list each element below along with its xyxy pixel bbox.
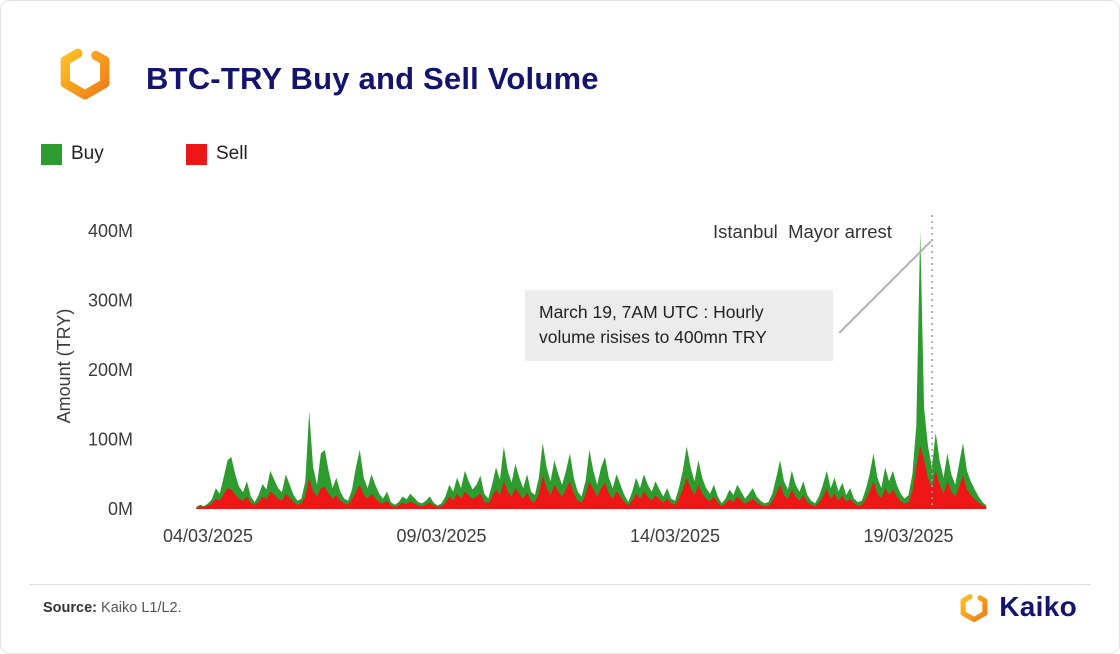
svg-text:04/03/2025: 04/03/2025	[163, 526, 253, 546]
source-label: Source:	[43, 600, 97, 616]
footer: Source: Kaiko L1/L2. Kaiko	[29, 584, 1091, 644]
legend-item-sell: Sell	[186, 143, 248, 165]
chart-svg: 0M 100M 200M 300M 400M 04/03/2025 09/03/2025 14…	[88, 215, 987, 546]
svg-text:200M: 200M	[88, 360, 133, 380]
kaiko-brand: Kaiko	[958, 591, 1077, 623]
kaiko-logo-icon	[56, 43, 114, 101]
annotation-callout-box: March 19, 7AM UTC : Hourly volume risise…	[525, 290, 833, 361]
legend-buy-label: Buy	[71, 143, 104, 164]
svg-text:300M: 300M	[88, 291, 133, 311]
source-text: Kaiko L1/L2.	[97, 600, 182, 616]
svg-text:0M: 0M	[108, 499, 133, 519]
kaiko-wordmark: Kaiko	[999, 591, 1077, 622]
svg-text:14/03/2025: 14/03/2025	[630, 526, 720, 546]
svg-text:09/03/2025: 09/03/2025	[396, 526, 486, 546]
svg-text:19/03/2025: 19/03/2025	[863, 526, 953, 546]
legend-item-buy: Buy	[41, 143, 104, 165]
page-title: BTC-TRY Buy and Sell Volume	[146, 61, 599, 96]
svg-text:400M: 400M	[88, 221, 133, 241]
source-note: Source: Kaiko L1/L2.	[43, 600, 182, 616]
svg-text:100M: 100M	[88, 430, 133, 450]
legend-sell-label: Sell	[216, 143, 248, 164]
sell-swatch-icon	[186, 143, 207, 165]
buy-swatch-icon	[41, 143, 62, 165]
kaiko-logo-footer-icon	[958, 591, 990, 623]
annotation-arrest-label: Istanbul Mayor arrest	[713, 221, 892, 242]
